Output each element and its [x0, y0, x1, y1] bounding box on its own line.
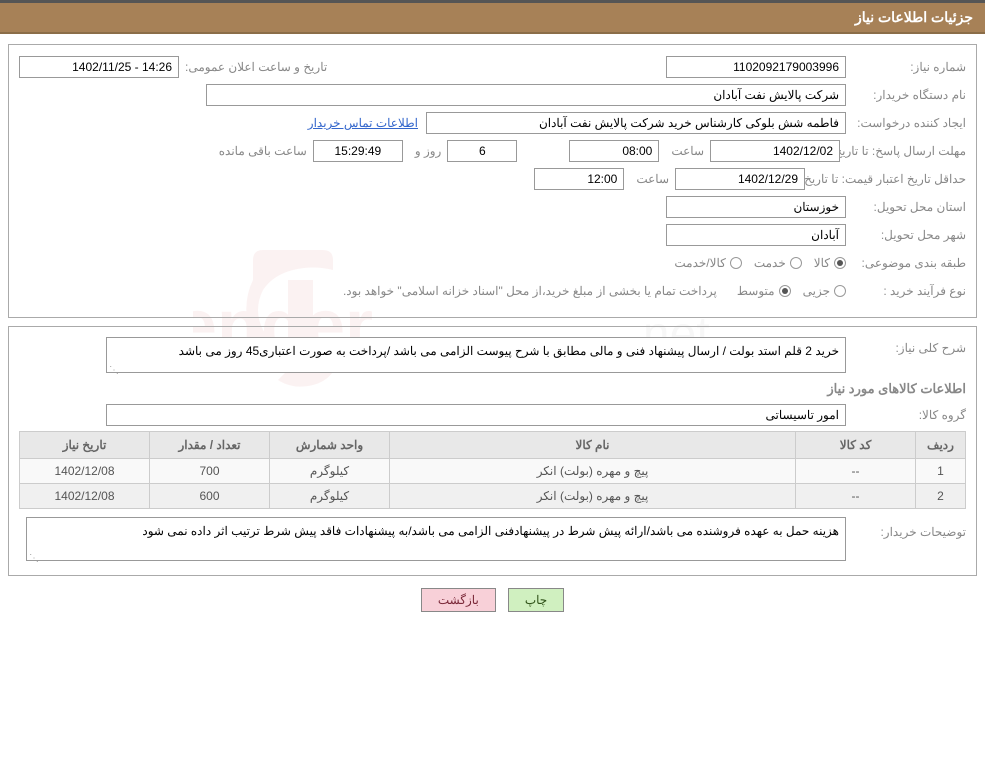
details-frame: شرح کلی نیاز: خرید 2 قلم استد بولت / ارس… — [8, 326, 977, 576]
need-number-label: شماره نیاز: — [846, 60, 966, 74]
table-cell: -- — [796, 484, 916, 509]
table-cell: 1402/12/08 — [20, 459, 150, 484]
need-number-value: 1102092179003996 — [666, 56, 846, 78]
price-validity-label: حداقل تاریخ اعتبار قیمت: تا تاریخ: — [811, 172, 966, 186]
col-unit: واحد شمارش — [270, 432, 390, 459]
radio-goods-service[interactable]: کالا/خدمت — [674, 256, 741, 270]
remaining-label: ساعت باقی مانده — [213, 144, 307, 158]
print-button[interactable]: چاپ — [508, 588, 564, 612]
table-cell: پیچ و مهره (بولت) انکر — [390, 459, 796, 484]
table-cell: -- — [796, 459, 916, 484]
table-cell: کیلوگرم — [270, 459, 390, 484]
reply-date-value: 1402/12/02 — [710, 140, 840, 162]
radio-icon — [779, 285, 791, 297]
page-title: جزئیات اطلاعات نیاز — [855, 9, 973, 25]
announce-label: تاریخ و ساعت اعلان عمومی: — [179, 60, 327, 74]
page-title-bar: جزئیات اطلاعات نیاز — [0, 3, 985, 34]
price-date-value: 1402/12/29 — [675, 168, 805, 190]
countdown-value: 15:29:49 — [313, 140, 403, 162]
col-row: ردیف — [916, 432, 966, 459]
radio-medium[interactable]: متوسط — [737, 284, 791, 298]
buyer-org-value: شرکت پالایش نفت آبادان — [206, 84, 846, 106]
main-info-frame: شماره نیاز: 1102092179003996 تاریخ و ساع… — [8, 44, 977, 318]
table-cell: 600 — [150, 484, 270, 509]
buyer-org-label: نام دستگاه خریدار: — [846, 88, 966, 102]
reply-deadline-label: مهلت ارسال پاسخ: تا تاریخ: — [846, 144, 966, 158]
price-time-value: 12:00 — [534, 168, 624, 190]
days-label: روز و — [409, 144, 442, 158]
radio-service[interactable]: خدمت — [754, 256, 802, 270]
resize-handle-icon[interactable] — [29, 548, 39, 558]
resize-handle-icon[interactable] — [109, 360, 119, 370]
table-header-row: ردیف کد کالا نام کالا واحد شمارش تعداد /… — [20, 432, 966, 459]
radio-partial[interactable]: جزیی — [803, 284, 846, 298]
table-cell: 700 — [150, 459, 270, 484]
items-table: ردیف کد کالا نام کالا واحد شمارش تعداد /… — [19, 431, 966, 509]
buyer-notes-textarea[interactable]: هزینه حمل به عهده فروشنده می باشد/ارائه … — [26, 517, 846, 561]
purchase-type-radio-group: جزیی متوسط — [737, 284, 846, 298]
category-radio-group: کالا خدمت کالا/خدمت — [674, 256, 846, 270]
requester-label: ایجاد کننده درخواست: — [846, 116, 966, 130]
general-desc-label: شرح کلی نیاز: — [846, 337, 966, 355]
general-desc-textarea[interactable]: خرید 2 قلم استد بولت / ارسال پیشنهاد فنی… — [106, 337, 846, 373]
announce-value: 14:26 - 1402/11/25 — [19, 56, 179, 78]
group-label: گروه کالا: — [846, 408, 966, 422]
province-label: استان محل تحویل: — [846, 200, 966, 214]
table-cell: پیچ و مهره (بولت) انکر — [390, 484, 796, 509]
table-row: 2--پیچ و مهره (بولت) انکرکیلوگرم6001402/… — [20, 484, 966, 509]
category-label: طبقه بندی موضوعی: — [846, 256, 966, 270]
radio-goods[interactable]: کالا — [814, 256, 846, 270]
col-qty: تعداد / مقدار — [150, 432, 270, 459]
payment-note: پرداخت تمام یا بخشی از مبلغ خرید،از محل … — [343, 284, 717, 298]
reply-time-value: 08:00 — [569, 140, 659, 162]
items-section-title: اطلاعات کالاهای مورد نیاز — [19, 381, 966, 397]
back-button[interactable]: بازگشت — [421, 588, 496, 612]
reply-time-label: ساعت — [665, 144, 704, 158]
province-value: خوزستان — [666, 196, 846, 218]
table-cell: کیلوگرم — [270, 484, 390, 509]
action-buttons: چاپ بازگشت — [0, 588, 985, 612]
city-value: آبادان — [666, 224, 846, 246]
city-label: شهر محل تحویل: — [846, 228, 966, 242]
table-cell: 2 — [916, 484, 966, 509]
radio-icon — [790, 257, 802, 269]
requester-value: فاطمه شش بلوکی کارشناس خرید شرکت پالایش … — [426, 112, 846, 134]
col-code: کد کالا — [796, 432, 916, 459]
table-cell: 1402/12/08 — [20, 484, 150, 509]
radio-icon — [834, 257, 846, 269]
group-value: امور تاسیساتی — [106, 404, 846, 426]
radio-icon — [834, 285, 846, 297]
table-row: 1--پیچ و مهره (بولت) انکرکیلوگرم7001402/… — [20, 459, 966, 484]
contact-link[interactable]: اطلاعات تماس خریدار — [308, 116, 418, 130]
radio-icon — [730, 257, 742, 269]
price-time-label: ساعت — [630, 172, 669, 186]
col-date: تاریخ نیاز — [20, 432, 150, 459]
buyer-notes-label: توضیحات خریدار: — [846, 517, 966, 539]
table-cell: 1 — [916, 459, 966, 484]
col-name: نام کالا — [390, 432, 796, 459]
purchase-type-label: نوع فرآیند خرید : — [846, 284, 966, 298]
days-remaining-value: 6 — [447, 140, 517, 162]
